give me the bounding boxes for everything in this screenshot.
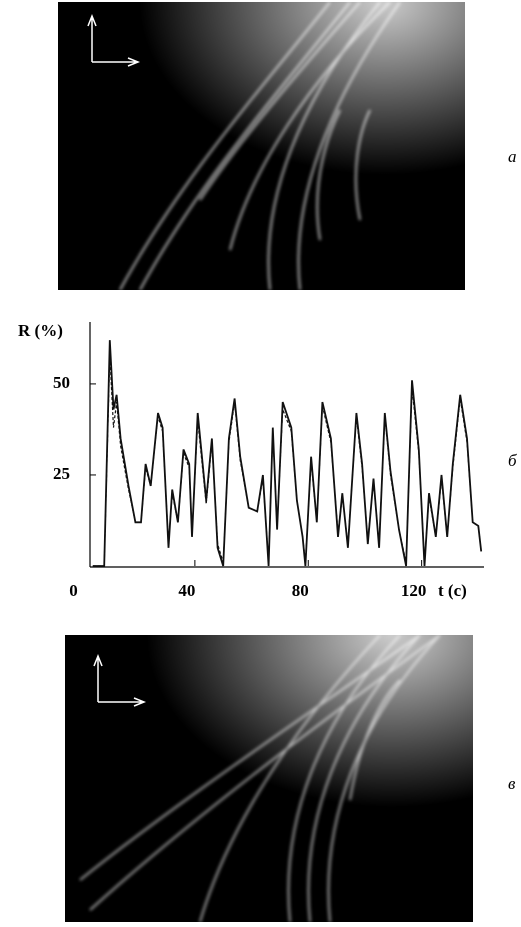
axis-x: x bbox=[125, 65, 134, 84]
x-tick-label: 80 bbox=[292, 581, 309, 600]
panel-label: б bbox=[508, 451, 517, 470]
line bbox=[92, 354, 482, 567]
image-v: z x bbox=[65, 634, 473, 923]
x-tick-label: 120 bbox=[401, 581, 427, 600]
x-tick-label: 40 bbox=[178, 581, 195, 600]
axis-z: z bbox=[75, 649, 83, 668]
panel-label: a bbox=[508, 147, 517, 166]
panel-label: в bbox=[508, 774, 516, 793]
x-tick-label: 0 bbox=[69, 581, 78, 600]
axis-x: x bbox=[131, 680, 140, 699]
image-a: z x bbox=[58, 1, 465, 291]
x-axis-label: t (c) bbox=[438, 581, 467, 600]
y-axis-label: R (%) bbox=[18, 321, 63, 340]
y-tick-label: 50 bbox=[53, 373, 70, 392]
axis-z: z bbox=[69, 7, 77, 26]
y-tick-label: 25 bbox=[53, 464, 70, 483]
